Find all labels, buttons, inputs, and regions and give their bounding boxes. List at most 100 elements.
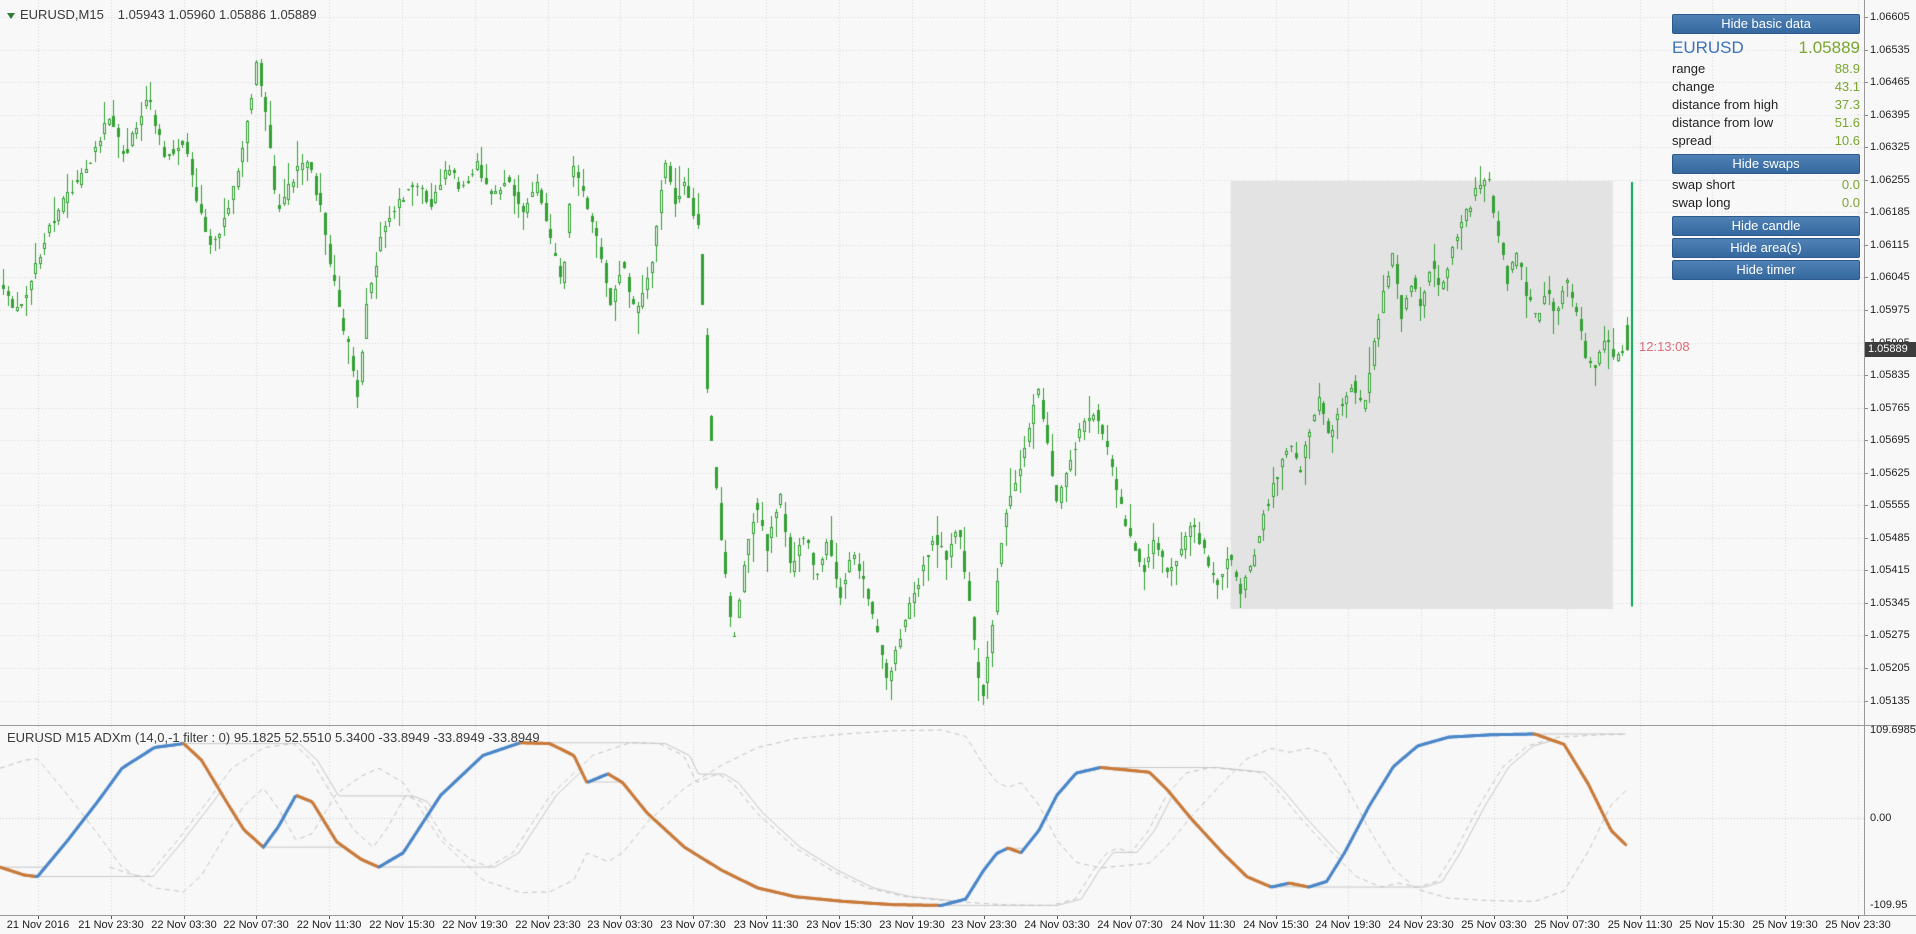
panel-current-price: 1.05889 — [1798, 38, 1860, 57]
panel-row-swap-long: swap long 0.0 — [1672, 194, 1860, 212]
time-axis-label: 24 Nov 11:30 — [1170, 919, 1236, 931]
time-axis-tick — [111, 916, 112, 919]
hide-timer-button[interactable]: Hide timer — [1672, 260, 1860, 280]
price-axis[interactable]: 1.06605 1.06535 1.06465 1.06395 1.06325 1.062… — [1865, 0, 1916, 725]
price-chart-canvas[interactable] — [0, 0, 1864, 725]
price-axis-label: 1.06045 — [1870, 271, 1910, 283]
price-axis-label: 1.05345 — [1870, 597, 1910, 609]
time-axis-tick — [256, 916, 257, 919]
time-axis-tick — [329, 916, 330, 919]
time-axis-label: 21 Nov 23:30 — [78, 919, 144, 931]
time-axis-label: 23 Nov 11:30 — [733, 919, 799, 931]
time-axis-label: 24 Nov 23:30 — [1388, 919, 1454, 931]
panel-row-value: 51.6 — [1834, 115, 1860, 130]
indicator-axis[interactable]: 109.6985 0.00 -109.95 — [1865, 724, 1916, 915]
time-axis-label: 23 Nov 07:30 — [660, 919, 726, 931]
price-axis-label: 1.06325 — [1870, 141, 1910, 153]
time-axis-tick — [839, 916, 840, 919]
panel-row-label: swap long — [1672, 195, 1731, 210]
hide-basic-data-button[interactable]: Hide basic data — [1672, 14, 1860, 34]
panel-row-label: spread — [1672, 133, 1712, 148]
time-axis-label: 23 Nov 03:30 — [587, 919, 653, 931]
panel-row-label: change — [1672, 79, 1715, 94]
time-axis-tick — [1858, 916, 1859, 919]
hide-swaps-button[interactable]: Hide swaps — [1672, 154, 1860, 174]
price-axis-label: 1.05835 — [1870, 369, 1910, 381]
time-axis-tick — [402, 916, 403, 919]
time-axis-tick — [1421, 916, 1422, 919]
indicator-title: EURUSD M15 ADXm (14,0,-1 filter : 0) 95.… — [7, 730, 540, 745]
panel-row-label: swap short — [1672, 177, 1735, 192]
time-axis-label: 25 Nov 23:30 — [1825, 919, 1891, 931]
price-axis-tick — [1865, 212, 1868, 213]
time-axis-label: 25 Nov 11:30 — [1607, 919, 1673, 931]
price-axis-tick — [1865, 82, 1868, 83]
info-panel: Hide basic data EURUSD 1.05889 range 88.… — [1672, 14, 1860, 282]
time-axis-tick — [548, 916, 549, 919]
time-axis[interactable]: 21 Nov 2016 21 Nov 23:30 22 Nov 03:30 22 No… — [0, 916, 1916, 934]
time-axis-label: 22 Nov 07:30 — [223, 919, 289, 931]
time-axis-label: 23 Nov 19:30 — [879, 919, 945, 931]
price-axis-label: 1.06605 — [1870, 11, 1910, 23]
time-axis-tick — [1276, 916, 1277, 919]
panel-row-label: range — [1672, 61, 1706, 76]
axis-separator-vertical — [1864, 0, 1865, 916]
panel-row-range: range 88.9 — [1672, 60, 1860, 78]
time-axis-label: 24 Nov 19:30 — [1315, 919, 1381, 931]
panel-row-value: 10.6 — [1834, 133, 1860, 148]
indicator-axis-top-label: 109.6985 — [1870, 724, 1916, 736]
chart-indicator-separator[interactable] — [0, 725, 1916, 726]
time-axis-tick — [1057, 916, 1058, 919]
hide-candle-button[interactable]: Hide candle — [1672, 216, 1860, 236]
price-axis-label: 1.06395 — [1870, 109, 1910, 121]
time-axis-tick — [1130, 916, 1131, 919]
time-axis-label: 22 Nov 19:30 — [442, 919, 508, 931]
price-axis-label: 1.05205 — [1870, 662, 1910, 674]
price-axis-label: 1.05415 — [1870, 564, 1910, 576]
price-axis-tick — [1865, 115, 1868, 116]
price-axis-label: 1.05135 — [1870, 695, 1910, 707]
price-axis-label: 1.05555 — [1870, 499, 1910, 511]
panel-row-value: 0.0 — [1841, 177, 1860, 192]
price-axis-tick — [1865, 440, 1868, 441]
time-axis-tick — [1567, 916, 1568, 919]
panel-row-value: 88.9 — [1834, 61, 1860, 76]
panel-row-label: distance from low — [1672, 115, 1774, 130]
time-axis-label: 22 Nov 03:30 — [151, 919, 217, 931]
symbol-marker-icon — [7, 13, 15, 19]
price-axis-tick — [1865, 310, 1868, 311]
panel-row-change: change 43.1 — [1672, 78, 1860, 96]
time-axis-label: 24 Nov 07:30 — [1097, 919, 1163, 931]
price-axis-label: 1.05275 — [1870, 629, 1910, 641]
chart-ohlc-quotes: 1.05943 1.05960 1.05886 1.05889 — [117, 7, 317, 22]
price-axis-tick — [1865, 570, 1868, 571]
panel-row-value: 0.0 — [1841, 195, 1860, 210]
time-axis-tick — [184, 916, 185, 919]
panel-row-spread: spread 10.6 — [1672, 132, 1860, 150]
time-axis-label: 24 Nov 15:30 — [1243, 919, 1309, 931]
time-axis-label: 22 Nov 15:30 — [369, 919, 435, 931]
price-axis-label: 1.05695 — [1870, 434, 1910, 446]
price-axis-label: 1.05975 — [1870, 304, 1910, 316]
price-axis-tick — [1865, 635, 1868, 636]
panel-row-value: 37.3 — [1834, 97, 1860, 112]
adxm-indicator-canvas[interactable] — [0, 726, 1864, 915]
time-axis-tick — [1640, 916, 1641, 919]
time-axis-label: 25 Nov 15:30 — [1679, 919, 1745, 931]
hide-areas-button[interactable]: Hide area(s) — [1672, 238, 1860, 258]
panel-symbol: EURUSD — [1672, 38, 1744, 57]
time-axis-tick — [984, 916, 985, 919]
price-axis-tick — [1865, 375, 1868, 376]
panel-symbol-row: EURUSD 1.05889 — [1672, 36, 1860, 60]
time-axis-tick — [1203, 916, 1204, 919]
chart-title: EURUSD,M15 1.05943 1.05960 1.05886 1.0588… — [7, 7, 317, 22]
price-axis-label: 1.06535 — [1870, 44, 1910, 56]
indicator-axis-bottom-label: -109.95 — [1870, 899, 1908, 911]
price-axis-tick — [1865, 50, 1868, 51]
time-axis-tick — [1785, 916, 1786, 919]
panel-row-value: 43.1 — [1834, 79, 1860, 94]
candle-countdown-timer: 12:13:08 — [1639, 339, 1690, 354]
time-axis-label: 24 Nov 03:30 — [1024, 919, 1090, 931]
indicator-timeaxis-separator — [0, 915, 1916, 916]
